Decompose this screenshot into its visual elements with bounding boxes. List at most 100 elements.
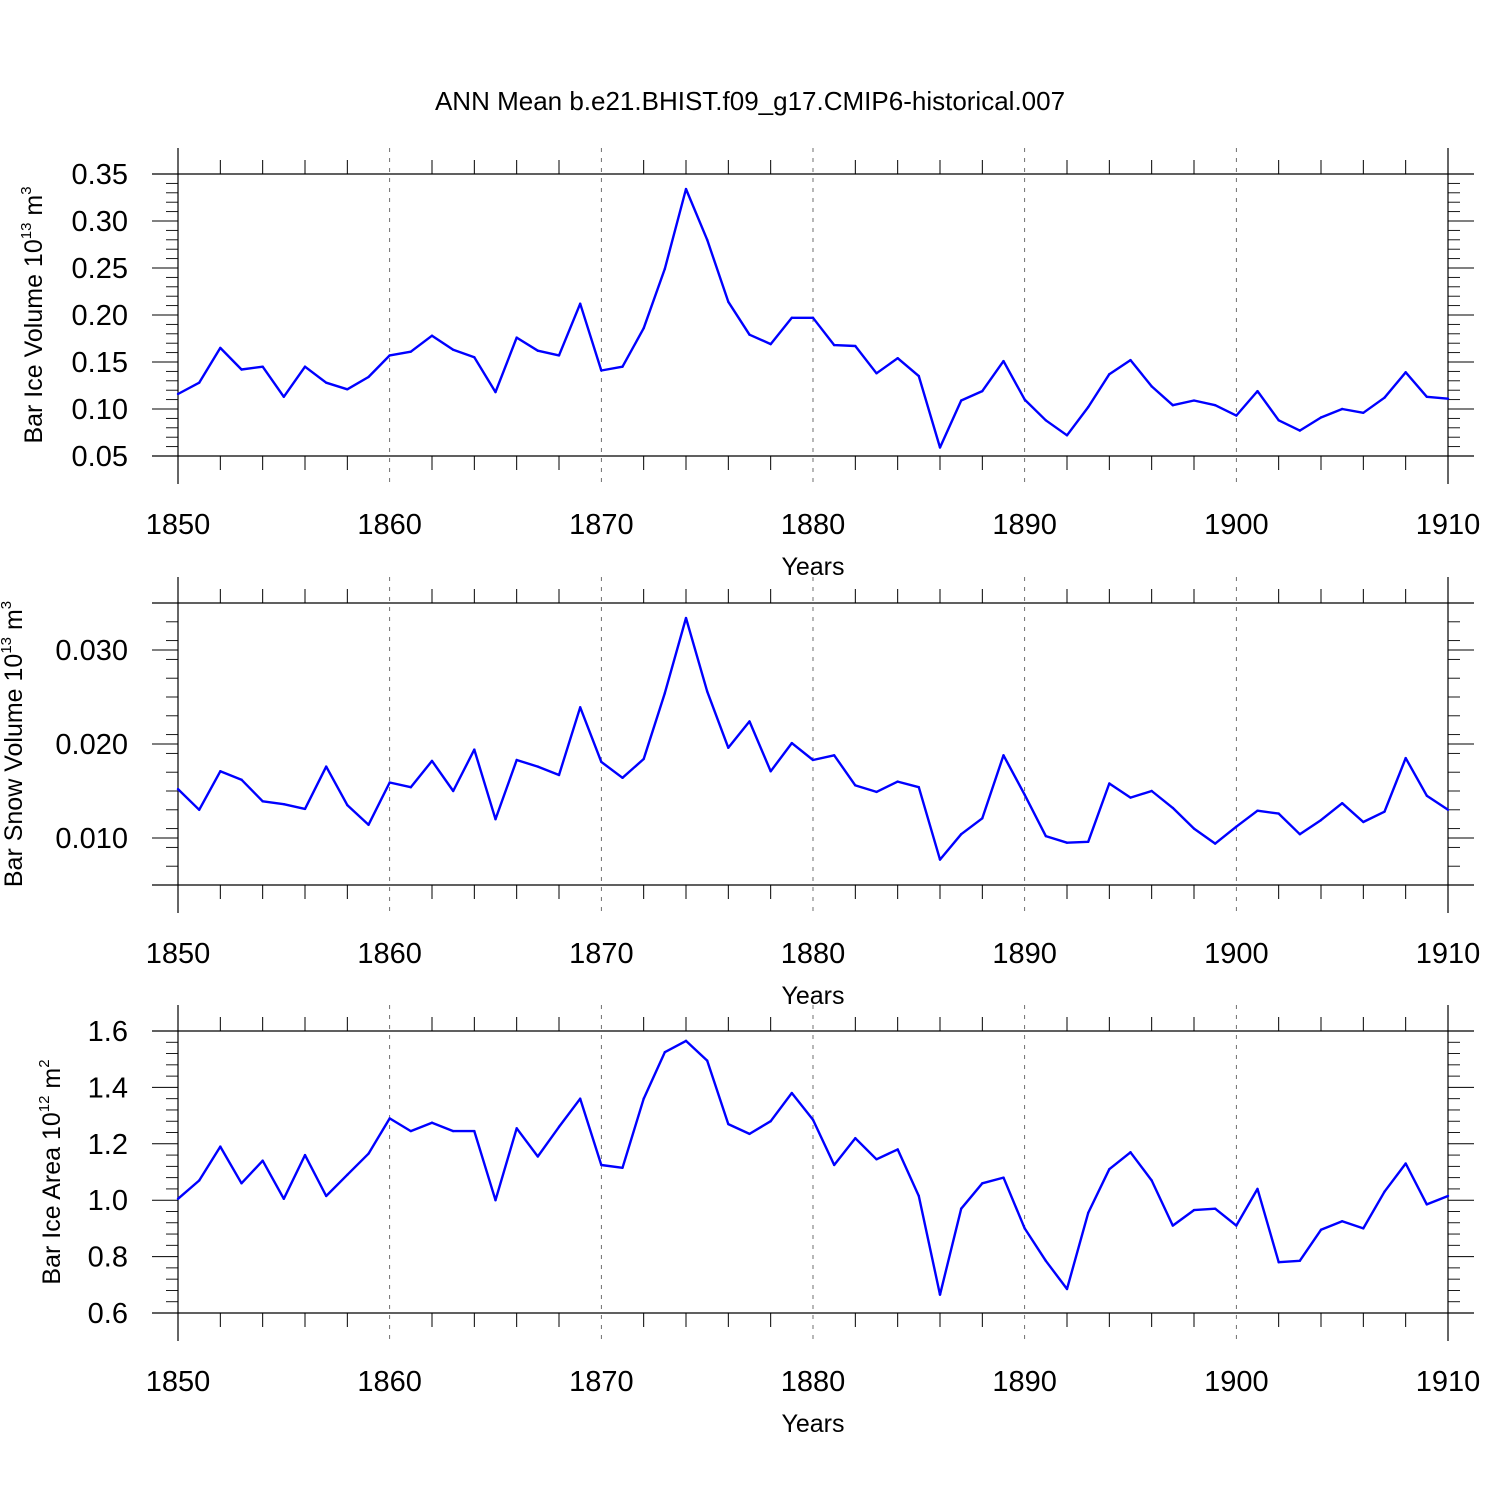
chart-panel-2: 1850 1860 1870 1880 1890 1900 1910Years0.0100.… [0, 577, 1480, 1010]
data-point [705, 690, 709, 693]
data-point [1213, 1207, 1217, 1210]
data-point [1192, 827, 1196, 830]
data-point [409, 350, 413, 353]
data-point [1129, 358, 1132, 362]
x-tick-label: 1870 [569, 1366, 634, 1398]
data-point [642, 1097, 645, 1100]
data-point [494, 390, 497, 394]
data-point [430, 334, 434, 337]
y-tick-label: 0.30 [72, 206, 128, 238]
data-point [875, 1158, 878, 1161]
data-point [600, 1163, 603, 1167]
data-point [832, 754, 836, 757]
data-point [917, 374, 921, 378]
data-point [727, 746, 730, 749]
data-point [938, 446, 942, 449]
y-tick-label: 1.4 [88, 1072, 128, 1104]
data-point [1150, 789, 1153, 793]
chart-panel-3: 1850 1860 1870 1880 1890 1900 1910 Years 0.6 0.8 1… [36, 1005, 1480, 1438]
x-tick-label: 1870 [569, 509, 634, 541]
data-point [642, 757, 645, 761]
data-point [748, 1132, 751, 1136]
data-point [578, 706, 582, 709]
data-point [282, 395, 286, 398]
data-point [748, 333, 751, 336]
data-point [451, 1129, 455, 1133]
data-point [854, 1136, 857, 1140]
data-point [515, 336, 518, 339]
y-tick-label: 0.6 [88, 1298, 128, 1330]
x-tick-label: 1900 [1204, 938, 1269, 970]
data-point [938, 1293, 942, 1296]
data-point [303, 365, 307, 368]
data-point [324, 1194, 328, 1198]
data-point [1065, 1287, 1069, 1291]
data-point [346, 388, 349, 391]
x-tick-label: 1910 [1416, 1366, 1481, 1398]
data-point [684, 1039, 688, 1043]
data-point [282, 1197, 286, 1200]
data-point [1404, 1162, 1407, 1165]
data-point [240, 368, 243, 371]
chart-panel-1: 1850 1860 1870 1880 1890 1900 1910 Years 0.05 0.1… [18, 148, 1480, 581]
data-point [1108, 782, 1111, 785]
data-point [1404, 371, 1407, 374]
data-point [1108, 1167, 1111, 1171]
data-point [1065, 841, 1069, 844]
data-point [1044, 419, 1048, 422]
x-tick-label: 1860 [357, 938, 422, 970]
data-point [1129, 796, 1132, 799]
data-point [1319, 818, 1323, 822]
x-tick-label: 1890 [992, 509, 1057, 541]
y-tick-label: 0.030 [55, 635, 128, 667]
data-point [1383, 810, 1386, 813]
data-point [621, 1166, 624, 1169]
data-point [1383, 396, 1386, 399]
data-point [896, 780, 899, 783]
data-point [1362, 820, 1365, 824]
data-point [769, 770, 772, 773]
data-point [388, 1117, 391, 1120]
data-point [557, 354, 561, 357]
data-point [748, 720, 751, 723]
data-point [1446, 808, 1450, 811]
data-point [1171, 1224, 1175, 1227]
data-point [663, 692, 667, 695]
data-point [1086, 840, 1090, 843]
data-point [600, 760, 603, 764]
data-point [1002, 754, 1005, 757]
x-axis-title: Years [781, 1410, 844, 1438]
data-point [1235, 1224, 1238, 1227]
data-point [197, 381, 201, 384]
data-point [1340, 1220, 1344, 1223]
data-point [621, 776, 624, 780]
data-point [451, 789, 455, 793]
data-point [578, 1097, 582, 1100]
data-point [515, 758, 518, 762]
data-point [240, 778, 243, 781]
data-point [769, 1120, 772, 1123]
data-point [981, 1182, 984, 1185]
x-tick-label: 1870 [569, 938, 634, 970]
y-tick-label: 0.20 [72, 300, 128, 332]
data-point [663, 1050, 667, 1054]
data-point [367, 1152, 370, 1155]
data-point [1362, 411, 1365, 414]
data-point [324, 381, 328, 384]
data-point [473, 748, 476, 751]
data-point [790, 1091, 794, 1095]
data-point [1319, 1228, 1323, 1232]
y-tick-label: 0.020 [55, 729, 128, 761]
data-point [515, 1127, 518, 1130]
data-point [790, 741, 794, 745]
data-point [430, 1121, 434, 1124]
data-point [642, 326, 645, 330]
data-point [959, 833, 963, 836]
data-point [1298, 1259, 1302, 1263]
data-point [854, 784, 857, 787]
data-point [176, 787, 180, 791]
y-tick-label: 0.35 [72, 159, 128, 191]
data-point [1277, 419, 1280, 422]
data-point [1023, 1227, 1026, 1230]
